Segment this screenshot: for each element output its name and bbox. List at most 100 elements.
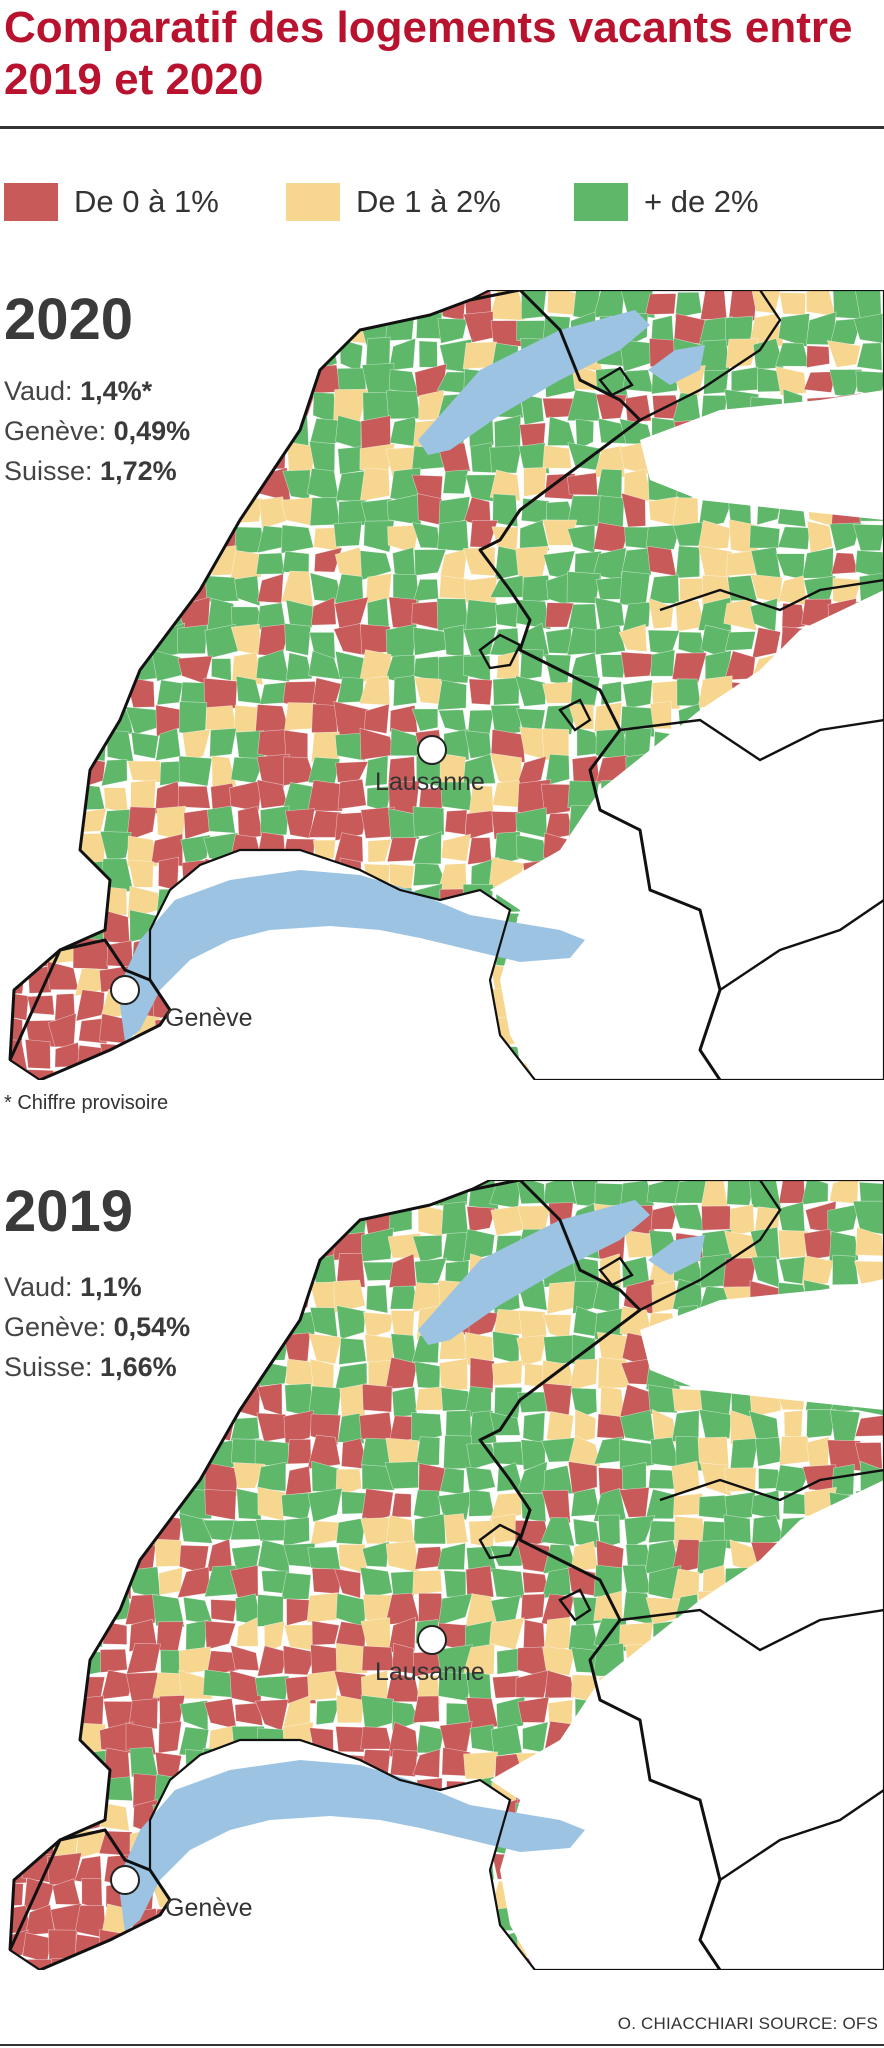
municipality (801, 1180, 829, 1206)
municipality (179, 1384, 205, 1418)
municipality (463, 1751, 499, 1781)
municipality (338, 1071, 370, 1080)
municipality (255, 1519, 289, 1542)
municipality (22, 731, 50, 756)
municipality (128, 1698, 159, 1730)
municipality (570, 674, 601, 707)
municipality (412, 1879, 447, 1912)
municipality (99, 1488, 133, 1523)
municipality (676, 678, 702, 707)
municipality (750, 574, 783, 604)
municipality (230, 1416, 260, 1443)
municipality (73, 1410, 110, 1444)
municipality (437, 1542, 466, 1570)
municipality (50, 523, 77, 551)
municipality (98, 493, 130, 530)
municipality (542, 519, 578, 546)
municipality (492, 1331, 520, 1365)
municipality (464, 1331, 494, 1366)
municipality (544, 753, 570, 787)
municipality (176, 450, 214, 477)
municipality (465, 1012, 493, 1046)
municipality (309, 1911, 340, 1935)
municipality (24, 1521, 57, 1547)
municipality (469, 1357, 495, 1393)
municipality (10, 706, 30, 737)
municipality (359, 1566, 393, 1599)
municipality (619, 570, 651, 608)
municipality (23, 1387, 56, 1417)
municipality (183, 1596, 214, 1625)
municipality (306, 1434, 341, 1470)
stat-suisse: Suisse: 1,66% (4, 1350, 177, 1384)
municipality (204, 1252, 238, 1285)
municipality (77, 702, 108, 731)
municipality (671, 652, 707, 684)
municipality (698, 1409, 732, 1439)
municipality (255, 1852, 287, 1883)
municipality (334, 596, 369, 633)
municipality (10, 1517, 27, 1548)
municipality (493, 414, 522, 450)
municipality (651, 680, 681, 710)
municipality (231, 291, 263, 316)
municipality (26, 602, 53, 632)
municipality (410, 1067, 443, 1080)
municipality (542, 1646, 576, 1676)
municipality (311, 703, 338, 734)
municipality (10, 1673, 23, 1702)
municipality (259, 1180, 288, 1208)
municipality (151, 1281, 188, 1311)
municipality (522, 1721, 549, 1753)
municipality (10, 1748, 31, 1777)
municipality (336, 1253, 366, 1288)
municipality (393, 1041, 420, 1073)
municipality (285, 1465, 312, 1496)
municipality (76, 498, 108, 524)
municipality (280, 1857, 312, 1888)
municipality (10, 1700, 29, 1724)
municipality (79, 1440, 103, 1472)
municipality (101, 1409, 134, 1445)
municipality (127, 600, 157, 628)
municipality (547, 416, 576, 446)
municipality (567, 1435, 601, 1467)
municipality (230, 1180, 258, 1211)
municipality (856, 342, 883, 371)
municipality (10, 1487, 30, 1522)
municipality (413, 1047, 447, 1071)
municipality (309, 1014, 342, 1049)
municipality (359, 467, 391, 502)
municipality (311, 1620, 340, 1646)
municipality (411, 708, 439, 732)
municipality (806, 345, 830, 368)
municipality (100, 677, 129, 711)
municipality (22, 622, 57, 657)
municipality (387, 808, 420, 841)
municipality (177, 524, 213, 555)
legend-item-high: + de 2% (574, 182, 759, 222)
municipality (235, 1039, 264, 1069)
municipality (359, 1828, 390, 1853)
municipality (697, 1436, 730, 1467)
municipality (76, 575, 109, 606)
credit-line: O. CHIACCHIARI SOURCE: OFS (617, 2014, 878, 2033)
municipality (209, 344, 232, 365)
municipality (334, 1826, 369, 1858)
municipality (23, 571, 56, 605)
municipality (545, 628, 572, 655)
city-label: Genève (165, 1004, 253, 1032)
municipality (99, 885, 128, 916)
municipality (414, 1016, 445, 1049)
municipality (228, 961, 265, 991)
municipality (231, 341, 264, 365)
municipality (152, 1231, 188, 1257)
municipality (50, 548, 83, 580)
municipality (48, 759, 81, 789)
municipality (386, 1834, 420, 1856)
municipality (22, 545, 56, 581)
municipality (338, 1337, 367, 1365)
municipality (178, 499, 213, 526)
municipality (445, 1410, 472, 1439)
municipality (729, 1204, 755, 1236)
